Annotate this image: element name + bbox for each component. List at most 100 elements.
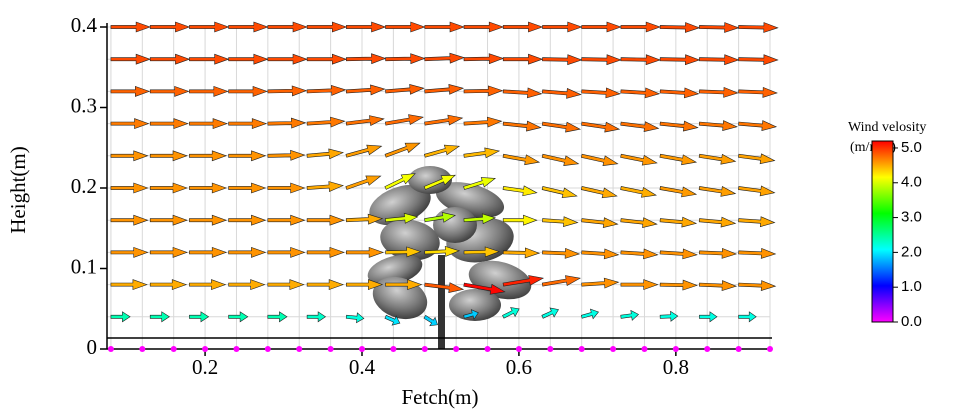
wind-arrow [621,218,657,228]
wind-arrow [346,176,381,190]
wind-arrow [621,280,658,290]
sample-point [453,346,459,352]
y-tick-label: 0.1 [71,254,97,278]
wind-arrow [229,86,267,96]
wind-arrow [189,183,226,193]
wind-arrow [739,217,775,227]
y-tick-label: 0.2 [71,174,97,198]
sample-point [296,346,302,352]
wind-arrow [268,118,306,128]
sample-point [641,346,647,352]
wind-arrow [660,249,697,259]
wind-arrow [660,121,698,131]
wind-arrow [425,84,464,94]
wind-arrow [464,54,503,64]
wind-arrow [111,54,150,64]
wind-arrow [229,215,266,225]
wind-arrow [268,312,287,322]
wind-arrow [739,121,777,131]
colorbar-tick-label: 0.0 [901,313,922,330]
wind-arrow [229,22,268,32]
wind-arrow [621,88,660,98]
wind-arrow [739,312,757,322]
wind-arrow [385,143,420,157]
wind-arrow [189,22,228,32]
wind-arrow [503,186,537,196]
wind-arrow [150,86,188,96]
x-tick-label: 0.2 [192,355,218,379]
sample-point [422,346,428,352]
wind-arrow [307,54,346,64]
wind-arrow [307,182,343,192]
wind-arrow [307,247,344,257]
sample-point [485,346,491,352]
colorbar-tick-label: 5.0 [901,139,922,156]
wind-arrow [699,23,738,33]
wind-arrow [464,148,499,158]
sample-point [233,346,239,352]
wind-arrow [542,55,581,65]
wind-arrow [189,54,228,64]
sample-point [610,346,616,352]
wind-arrow [386,54,425,64]
sample-point [359,346,365,352]
wind-arrow [111,86,149,96]
sample-point [736,346,742,352]
wind-arrow [582,55,621,65]
wind-arrow [660,88,699,98]
wind-arrow [189,151,226,161]
wind-arrow [268,280,304,290]
wind-arrow [150,183,187,193]
wind-arrow [268,86,306,96]
wind-arrow [660,311,678,321]
chart: 00.10.20.30.40.20.40.60.8 Fetch(m) Heigh… [0,0,954,411]
colorbar-tick-label: 4.0 [901,174,922,191]
wind-arrow [503,22,542,32]
wind-arrow [307,149,343,159]
wind-arrow [150,247,187,257]
wind-arrow [189,280,225,290]
wind-arrow [660,217,696,227]
wind-arrow [543,22,582,32]
wind-arrow [542,89,581,99]
wind-arrow [229,119,267,129]
wind-arrow [150,215,187,225]
wind-arrow [660,280,697,290]
wind-arrow [229,183,266,193]
wind-arrow [111,119,149,129]
wind-arrow [699,281,736,291]
wind-arrow [621,22,660,32]
wind-arrow [346,247,383,257]
wind-arrow [582,218,618,228]
wind-arrow [699,87,738,97]
colorbar-tick-label: 3.0 [901,209,922,226]
wind-arrow [621,310,639,320]
wind-arrow [111,312,130,322]
wind-arrow [307,85,346,95]
wind-arrow [542,217,577,227]
wind-arrow [738,186,774,196]
wind-arrow [268,22,307,32]
wind-arrow [464,86,502,96]
wind-arrow [307,22,346,32]
wind-arrow [621,55,660,65]
wind-arrow [503,88,541,98]
x-tick-label: 0.4 [349,355,376,379]
sample-point [108,346,114,352]
wind-arrow [268,54,307,64]
wind-arrow [189,312,208,322]
wind-arrow [660,23,699,33]
wind-arrow [346,85,385,95]
wind-arrow [150,151,187,161]
wind-arrow [307,312,325,322]
y-tick-label: 0.3 [71,93,97,117]
wind-arrow [346,54,385,64]
wind-arrow [189,119,227,129]
wind-arrow [699,121,737,131]
x-tick-label: 0.6 [506,355,532,379]
wind-arrow [582,88,621,98]
wind-arrow [229,312,248,322]
wind-arrow [346,313,364,323]
sample-point [328,346,334,352]
wind-arrow [582,22,621,32]
